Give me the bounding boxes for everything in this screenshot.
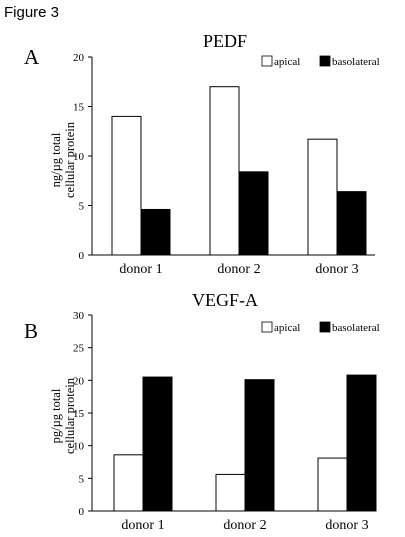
y-tick-label: 20	[73, 375, 85, 387]
bar-apical	[111, 115, 142, 256]
category-label: donor 3	[325, 518, 368, 533]
legend-label-basolateral: basolateral	[332, 322, 380, 334]
y-tick-label: 0	[79, 506, 85, 518]
legend-swatch-basolateral	[319, 321, 331, 333]
y-axis-label: cellular protein	[63, 121, 77, 198]
category-label: donor 2	[223, 518, 266, 533]
bar-apical	[307, 138, 338, 256]
bar-basolateral	[238, 171, 269, 256]
panel-letter: B	[24, 319, 38, 343]
y-tick-label: 0	[79, 250, 85, 262]
bar-apical	[113, 454, 144, 512]
chart-title: PEDF	[203, 31, 247, 51]
bar-basolateral	[140, 208, 171, 256]
legend-swatch-basolateral	[319, 55, 331, 67]
y-axis-label: cellular protein	[63, 377, 77, 454]
bar-basolateral	[244, 379, 275, 512]
y-tick-label: 20	[73, 52, 85, 64]
y-tick-label: 10	[73, 151, 85, 163]
bar-basolateral	[346, 374, 377, 512]
chart-title: VEGF-A	[192, 290, 258, 310]
y-tick-label: 15	[73, 408, 85, 420]
y-axis-label: pg/µg total	[49, 388, 63, 443]
legend-swatch-apical	[261, 321, 273, 333]
figure-label: Figure 3	[4, 4, 60, 21]
legend-label-apical: apical	[274, 322, 300, 334]
y-tick-label: 10	[73, 441, 85, 453]
bar-apical	[317, 457, 348, 512]
y-axis-label: ng/µg total	[49, 132, 63, 187]
legend-swatch-apical	[261, 55, 273, 67]
category-label: donor 1	[121, 518, 164, 533]
bar-apical	[215, 473, 246, 512]
bar-basolateral	[142, 376, 173, 512]
y-tick-label: 30	[73, 310, 85, 322]
category-label: donor 1	[119, 262, 162, 277]
bar-basolateral	[336, 191, 367, 256]
category-label: donor 3	[315, 262, 358, 277]
y-tick-label: 15	[73, 102, 85, 114]
y-tick-label: 25	[73, 343, 85, 355]
bar-apical	[209, 86, 240, 256]
panel-letter: A	[24, 45, 40, 69]
legend-label-basolateral: basolateral	[332, 56, 380, 68]
y-tick-label: 5	[79, 473, 85, 485]
y-tick-label: 5	[79, 201, 85, 213]
legend-label-apical: apical	[274, 56, 300, 68]
category-label: donor 2	[217, 262, 260, 277]
